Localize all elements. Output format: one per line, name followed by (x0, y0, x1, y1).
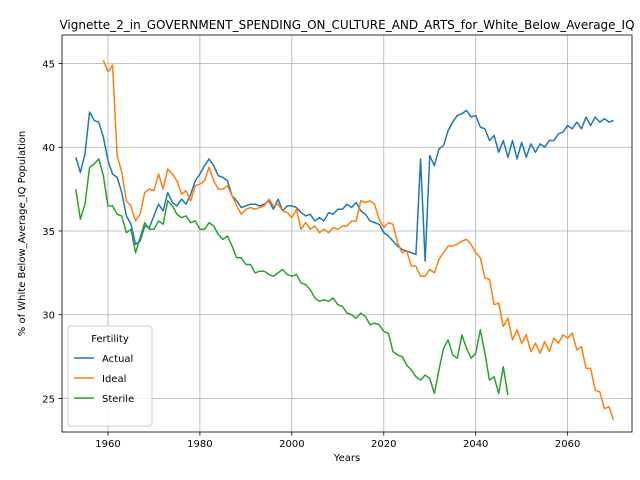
y-tick-label: 35 (42, 227, 55, 238)
legend-title: Fertility (91, 334, 129, 345)
y-tick-label: 25 (42, 394, 55, 405)
x-tick-label: 2020 (371, 439, 396, 450)
legend-label-sterile: Sterile (102, 394, 134, 405)
y-tick-label: 45 (42, 59, 55, 70)
x-tick-label: 2060 (555, 439, 580, 450)
legend: Fertility Actual Ideal Sterile (68, 326, 152, 426)
x-tick-label: 1980 (187, 439, 212, 450)
x-axis-label: Years (333, 453, 360, 464)
x-tick-label: 1960 (95, 439, 120, 450)
y-tick-label: 30 (42, 311, 55, 322)
chart-title: Vignette_2_in_GOVERNMENT_SPENDING_ON_CUL… (59, 18, 634, 32)
y-tick-label: 40 (42, 143, 55, 154)
x-tick-label: 2000 (279, 439, 304, 450)
x-tick-label: 2040 (463, 439, 488, 450)
legend-label-actual: Actual (102, 354, 133, 365)
y-axis-label: % of White Below_Average_IQ Population (17, 131, 28, 336)
legend-label-ideal: Ideal (102, 374, 126, 385)
